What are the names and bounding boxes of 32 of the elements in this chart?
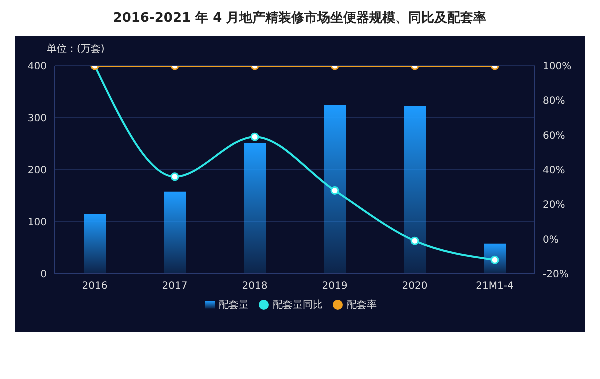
legend-label: 配套率 [347,300,377,311]
y2-tick-label: 20% [543,200,566,212]
point [410,236,420,246]
point [170,172,180,182]
bar [404,106,426,274]
y2-tick-label: 60% [543,130,566,142]
y-tick-label: 200 [28,166,47,177]
y-tick-label: 0 [40,270,47,281]
legend-label: 配套量同比 [273,300,323,311]
y-tick-label: 400 [28,62,47,73]
y2-tick-label: 100% [543,62,572,73]
bar [324,105,346,274]
y2-tick-label: 0% [543,234,559,246]
y-tick-label: 100 [28,218,47,229]
x-tick-label: 2017 [162,281,188,292]
y-tick-label: 300 [28,114,47,125]
y2-tick-label: 40% [543,166,566,177]
x-tick-label: 2019 [322,281,348,292]
bar [244,142,266,274]
point [330,186,340,196]
y2-tick-label: 80% [543,96,566,108]
bar [164,192,186,274]
chart-title: 2016-2021 年 4 月地产精装修市场坐便器规模、同比及配套率 [112,10,488,28]
bar [84,214,106,274]
y-axis-title: 单位：(万套) [47,42,105,56]
x-tick-label: 2018 [242,281,268,292]
y2-tick-label: -20% [543,270,569,281]
legend-label: 配套量 [219,300,249,311]
point [250,132,260,142]
x-tick-label: 2016 [82,281,108,292]
x-tick-label: 21M1-4 [476,281,514,292]
x-tick-label: 2020 [402,281,428,292]
